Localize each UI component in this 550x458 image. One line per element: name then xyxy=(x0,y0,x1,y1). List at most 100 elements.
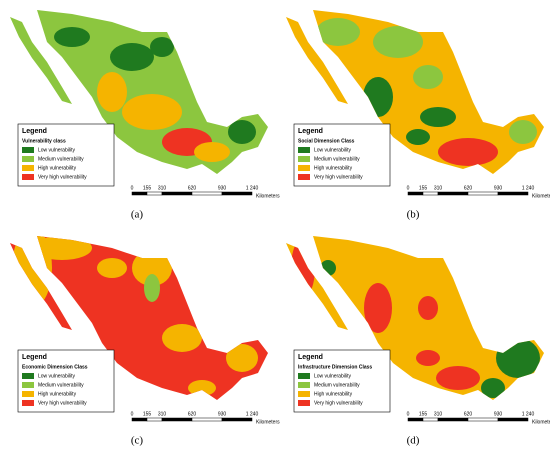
legend-swatch xyxy=(298,147,310,153)
scale-segment xyxy=(131,191,148,196)
map-region xyxy=(363,77,393,117)
map-region xyxy=(438,138,498,166)
map-region xyxy=(162,324,202,352)
legend-class-title: Social Dimension Class xyxy=(298,138,355,144)
legend-label: Low vulnerability xyxy=(314,147,351,153)
scale-segment xyxy=(221,191,253,196)
scale-label: 620 xyxy=(464,411,473,417)
scale-label: 155 xyxy=(143,411,152,417)
scale-label: 0 xyxy=(131,411,134,417)
legend-label: Low vulnerability xyxy=(38,373,75,379)
scale-label: 310 xyxy=(434,411,443,417)
legend-label: Very high vulnerability xyxy=(38,174,87,180)
legend-swatch xyxy=(22,382,34,388)
map-panel: Legend Economic Dimension Class Low vulner… xyxy=(10,236,280,447)
map-region xyxy=(97,258,127,278)
scale-segment xyxy=(437,417,469,422)
legend-label: Very high vulnerability xyxy=(314,400,363,406)
map-region xyxy=(436,366,480,390)
caption: (c) xyxy=(131,435,144,447)
scale-label: Kilometers xyxy=(256,419,280,425)
map-region xyxy=(150,37,174,57)
legend-label: Medium vulnerability xyxy=(38,382,84,388)
legend-class-title: Infrastructure Dimension Class xyxy=(298,364,372,370)
scale-segment xyxy=(146,191,163,196)
map-region xyxy=(420,107,456,127)
map-region xyxy=(364,283,392,333)
scale-label: 1 240 xyxy=(522,185,535,191)
legend-label: Very high vulnerability xyxy=(314,174,363,180)
scale-segment xyxy=(467,417,499,422)
scale-segment xyxy=(161,191,193,196)
scale-label: 620 xyxy=(464,185,473,191)
map-region xyxy=(416,350,440,366)
scale-label: 620 xyxy=(188,411,197,417)
scale-label: 1 240 xyxy=(522,411,535,417)
caption: (a) xyxy=(131,209,144,221)
legend-title: Legend xyxy=(22,128,47,135)
legend-swatch xyxy=(298,174,310,180)
map-region xyxy=(226,344,258,372)
scale-label: 155 xyxy=(419,411,428,417)
legend-label: Medium vulnerability xyxy=(38,156,84,162)
scale-label: 155 xyxy=(143,185,152,191)
map-region xyxy=(122,94,182,130)
scale-segment xyxy=(467,191,499,196)
legend-swatch xyxy=(22,391,34,397)
scale-label: 155 xyxy=(419,185,428,191)
legend-swatch xyxy=(298,165,310,171)
legend-swatch xyxy=(22,165,34,171)
caption: (b) xyxy=(407,209,420,221)
scale-segment xyxy=(191,191,223,196)
scale-label: 930 xyxy=(218,411,227,417)
scale-label: 620 xyxy=(188,185,197,191)
legend-title: Legend xyxy=(298,128,323,135)
map-region xyxy=(373,26,423,58)
scale-label: 0 xyxy=(407,185,410,191)
scale-label: 930 xyxy=(494,411,503,417)
scale-segment xyxy=(191,417,223,422)
map-panel: Legend Social Dimension Class Low vulnerab… xyxy=(286,10,550,221)
caption: (d) xyxy=(407,435,420,447)
legend-label: Very high vulnerability xyxy=(38,400,87,406)
scale-segment xyxy=(407,417,424,422)
legend-swatch xyxy=(298,382,310,388)
map-region xyxy=(320,260,336,276)
scale-label: 0 xyxy=(131,185,134,191)
scale-label: 1 240 xyxy=(246,411,259,417)
legend-class-title: Vulnerability class xyxy=(22,138,66,144)
legend-swatch xyxy=(22,174,34,180)
legend-swatch xyxy=(22,373,34,379)
scale-label: Kilometers xyxy=(532,193,550,199)
map-region xyxy=(406,129,430,145)
legend-label: High vulnerability xyxy=(38,165,77,171)
legend-label: High vulnerability xyxy=(314,391,353,397)
map-region xyxy=(291,238,315,298)
legend-label: Low vulnerability xyxy=(314,373,351,379)
legend-label: Medium vulnerability xyxy=(314,382,360,388)
legend-label: Low vulnerability xyxy=(38,147,75,153)
map-region xyxy=(54,27,90,47)
legend-label: High vulnerability xyxy=(38,391,77,397)
legend-label: Medium vulnerability xyxy=(314,156,360,162)
map-region xyxy=(316,18,360,46)
map-region xyxy=(97,72,127,112)
map-panel: Legend Infrastructure Dimension Class Low … xyxy=(286,236,550,447)
map-region xyxy=(132,250,172,286)
map-region xyxy=(194,142,230,162)
scale-segment xyxy=(161,417,193,422)
scale-label: 310 xyxy=(158,411,167,417)
map-region xyxy=(496,338,540,378)
map-panel: Legend Vulnerability class Low vulnerabili… xyxy=(10,10,280,221)
legend-swatch xyxy=(298,373,310,379)
map-region xyxy=(418,296,438,320)
scale-label: 1 240 xyxy=(246,185,259,191)
legend-swatch xyxy=(298,400,310,406)
legend-swatch xyxy=(298,391,310,397)
legend-title: Legend xyxy=(22,354,47,361)
scale-segment xyxy=(221,417,253,422)
scale-segment xyxy=(422,417,439,422)
legend-swatch xyxy=(22,156,34,162)
legend-swatch xyxy=(22,147,34,153)
